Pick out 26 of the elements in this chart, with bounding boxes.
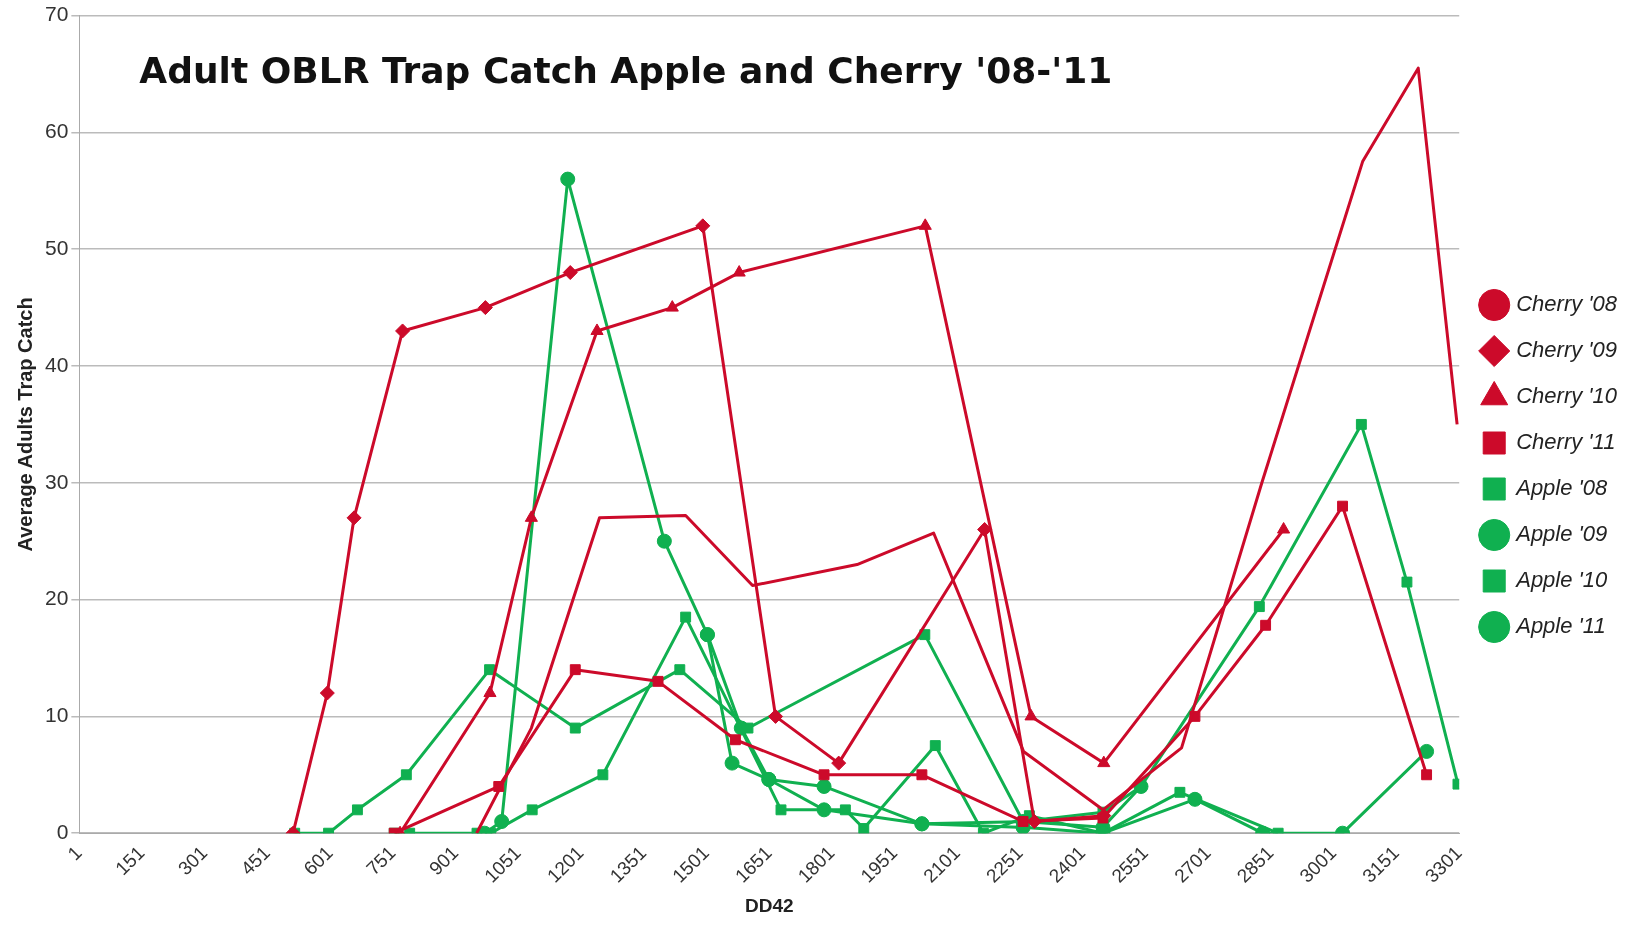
y-tick-label: 0: [56, 819, 69, 843]
text: Adult OBLR Trap Catch Apple and Cherry '08-'11: [139, 49, 1113, 91]
legend-label: Cherry '10: [1516, 383, 1618, 409]
y-tick-label: 10: [45, 703, 69, 727]
legend-label: Cherry '09: [1516, 337, 1617, 363]
y-tick-label: 50: [45, 235, 69, 259]
x-axis-title: DD42: [744, 894, 794, 916]
x-tick-label: 151: [111, 841, 149, 880]
x-tick-label: 751: [362, 841, 400, 880]
x-tick-label: 301: [174, 841, 212, 880]
y-axis-title: Average Adults Trap Catch: [13, 297, 36, 552]
legend-label: Cherry '08: [1516, 291, 1618, 317]
y-tick-label: 60: [45, 119, 69, 143]
y-tick-label: 30: [45, 469, 69, 493]
legend-label: Apple '10: [1514, 567, 1609, 593]
x-tick-label: 901: [424, 841, 463, 880]
legend-label: Apple '08: [1514, 475, 1609, 501]
legend-label: Apple '09: [1514, 521, 1608, 547]
y-tick-label: 70: [45, 2, 69, 26]
x-tick-label: 601: [299, 841, 337, 880]
x-tick-label: 451: [236, 841, 275, 880]
y-tick-label: 20: [45, 586, 69, 610]
legend-label: Cherry '11: [1516, 429, 1616, 455]
y-tick-label: 40: [45, 352, 69, 376]
legend-label: Apple '11: [1514, 613, 1606, 639]
x-tick-label: 1: [63, 841, 86, 865]
